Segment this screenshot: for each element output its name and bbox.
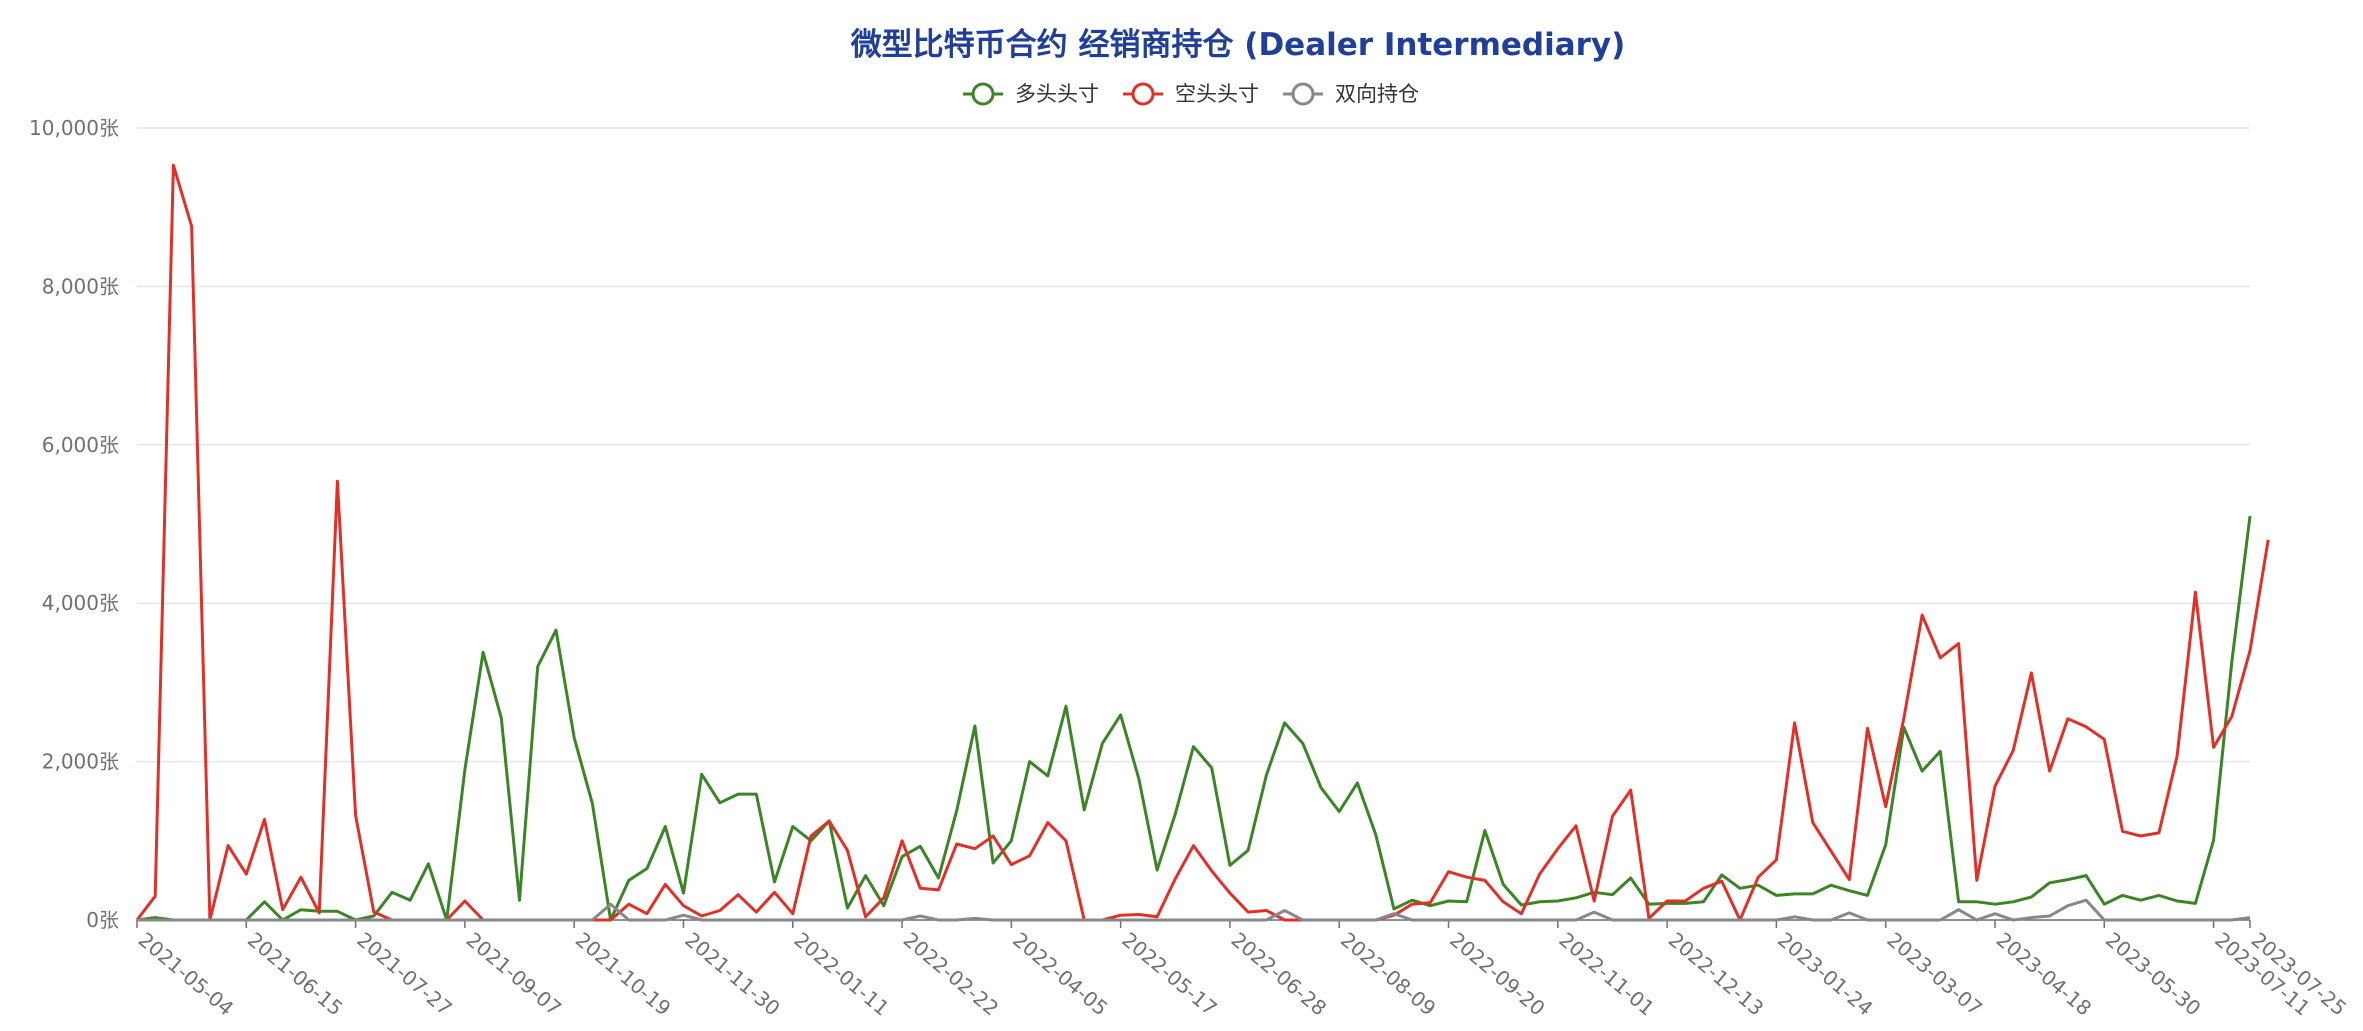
y-axis-ticks: 0张 2,000张 4,000张 6,000张 8,000张 10,000张: [29, 116, 119, 932]
legend-item-3[interactable]: 双向持仓: [1283, 82, 1419, 106]
legend-label: 空头头寸: [1175, 82, 1259, 106]
legend-circle-icon: [1131, 82, 1155, 106]
legend-label: 双向持仓: [1335, 82, 1419, 106]
x-tick-label: 2022-04-05: [1008, 927, 1112, 1020]
legend[interactable]: 多头头寸 空头头寸 双向持仓: [963, 82, 1419, 106]
legend-item-1[interactable]: 多头头寸: [963, 82, 1099, 106]
x-tick-label: 2022-09-20: [1445, 927, 1549, 1020]
grid-lines: [137, 127, 2250, 921]
series-lines: [135, 163, 2270, 922]
legend-circle-icon: [1291, 82, 1315, 106]
x-tick-label: 2022-02-22: [899, 927, 1003, 1020]
x-tick-label: 2023-05-30: [2101, 927, 2205, 1020]
x-tick-label: 2022-05-17: [1117, 927, 1221, 1020]
x-tick-label: 2021-09-07: [462, 927, 566, 1020]
x-tick-label: 2021-07-27: [352, 927, 456, 1020]
y-tick-label: 0张: [86, 908, 119, 932]
series-line-3: [137, 898, 2251, 922]
x-tick-label: 2023-04-18: [1992, 927, 2096, 1020]
x-tick-label: 2021-10-19: [571, 927, 675, 1020]
chart-title: 微型比特币合约 经销商持仓 (Dealer Intermediary): [850, 27, 1626, 63]
x-tick-label: 2021-11-30: [680, 927, 784, 1020]
x-axis: 2021-05-04 2021-06-15 2021-07-27 2021-09-07…: [134, 919, 2351, 1021]
legend-label: 多头头寸: [1015, 82, 1099, 106]
legend-item-2[interactable]: 空头头寸: [1123, 82, 1259, 106]
x-tick-label: 2021-06-15: [243, 927, 347, 1020]
x-tick-label: 2023-01-24: [1773, 927, 1877, 1020]
x-tick-label: 2022-11-01: [1555, 927, 1659, 1020]
x-tick-label: 2022-08-09: [1336, 927, 1440, 1020]
x-tick-label: 2022-12-13: [1664, 927, 1768, 1020]
y-tick-label: 10,000张: [29, 116, 119, 140]
y-tick-label: 4,000张: [42, 591, 119, 615]
legend-circle-icon: [971, 82, 995, 106]
x-tick-label: 2023-03-07: [1882, 927, 1986, 1020]
y-tick-label: 2,000张: [42, 750, 119, 774]
y-tick-label: 8,000张: [42, 274, 119, 298]
y-tick-label: 6,000张: [42, 433, 119, 457]
series-line-1: [136, 515, 2252, 922]
x-tick-label: 2021-05-04: [134, 927, 238, 1020]
x-tick-label: 2022-06-28: [1227, 927, 1331, 1020]
x-tick-label: 2022-01-11: [790, 927, 894, 1020]
